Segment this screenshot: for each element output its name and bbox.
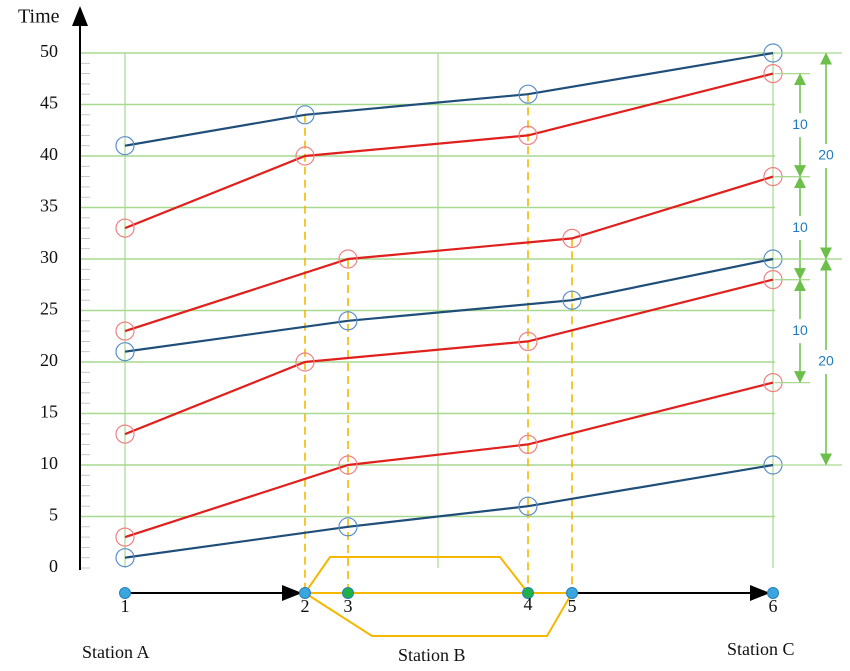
- annotation-label: 20: [818, 353, 834, 369]
- point: [518, 496, 538, 516]
- series-line: [124, 72, 774, 230]
- series-line: [124, 51, 774, 147]
- series-line: [124, 257, 774, 353]
- grid: 0 5 10 15 20 25 30 35 40 45 50: [40, 41, 775, 576]
- annotation-label: 10: [792, 219, 808, 235]
- node-label: 6: [769, 596, 778, 616]
- point: [115, 527, 135, 547]
- y-tick-label: 5: [49, 505, 58, 525]
- y-axis-title: Time: [18, 6, 60, 28]
- point: [115, 321, 135, 341]
- y-tick-label: 30: [40, 247, 58, 267]
- point: [562, 228, 582, 248]
- point: [295, 352, 315, 372]
- y-tick-label: 0: [49, 556, 58, 576]
- node-label: 1: [121, 596, 130, 616]
- track: [304, 556, 529, 594]
- y-tick-label: 10: [40, 453, 58, 473]
- node: [342, 587, 354, 599]
- point: [518, 125, 538, 145]
- point: [295, 105, 315, 125]
- point: [518, 434, 538, 454]
- point: [295, 146, 315, 166]
- point: [338, 249, 358, 269]
- point: [518, 331, 538, 351]
- point: [338, 455, 358, 475]
- y-tick-label: 40: [40, 144, 58, 164]
- y-tick-label: 20: [40, 350, 58, 370]
- y-tick-label: 50: [40, 41, 58, 61]
- node: [522, 587, 534, 599]
- station-label: Station A: [82, 642, 150, 662]
- station-label: Station C: [727, 639, 795, 659]
- point: [338, 311, 358, 331]
- node-label: 4: [524, 594, 533, 614]
- annotation-label: 10: [792, 116, 808, 132]
- point: [518, 84, 538, 104]
- y-tick-label: 45: [40, 93, 58, 113]
- node: [119, 587, 131, 599]
- node-label: 5: [568, 596, 577, 616]
- annotation-label: 20: [818, 147, 834, 163]
- annotation-label: 10: [792, 322, 808, 338]
- station-label: Station B: [398, 645, 466, 665]
- node: [767, 587, 779, 599]
- point: [562, 290, 582, 310]
- node: [299, 587, 311, 599]
- y-tick-label: 25: [40, 299, 58, 319]
- point: [115, 342, 135, 362]
- y-tick-label: 35: [40, 196, 58, 216]
- point: [115, 136, 135, 156]
- plot: 1 2 3 4 5 6 10 10 10 20 20: [115, 43, 842, 616]
- series-line: [124, 381, 774, 539]
- point: [115, 218, 135, 238]
- y-tick-label: 15: [40, 402, 58, 422]
- point: [115, 424, 135, 444]
- point: [338, 517, 358, 537]
- series-line: [124, 175, 774, 333]
- point: [115, 548, 135, 568]
- series-line: [124, 278, 774, 436]
- node-label: 2: [301, 596, 310, 616]
- node: [566, 587, 578, 599]
- node-label: 3: [344, 596, 353, 616]
- track: [304, 592, 573, 637]
- series-line: [124, 463, 774, 559]
